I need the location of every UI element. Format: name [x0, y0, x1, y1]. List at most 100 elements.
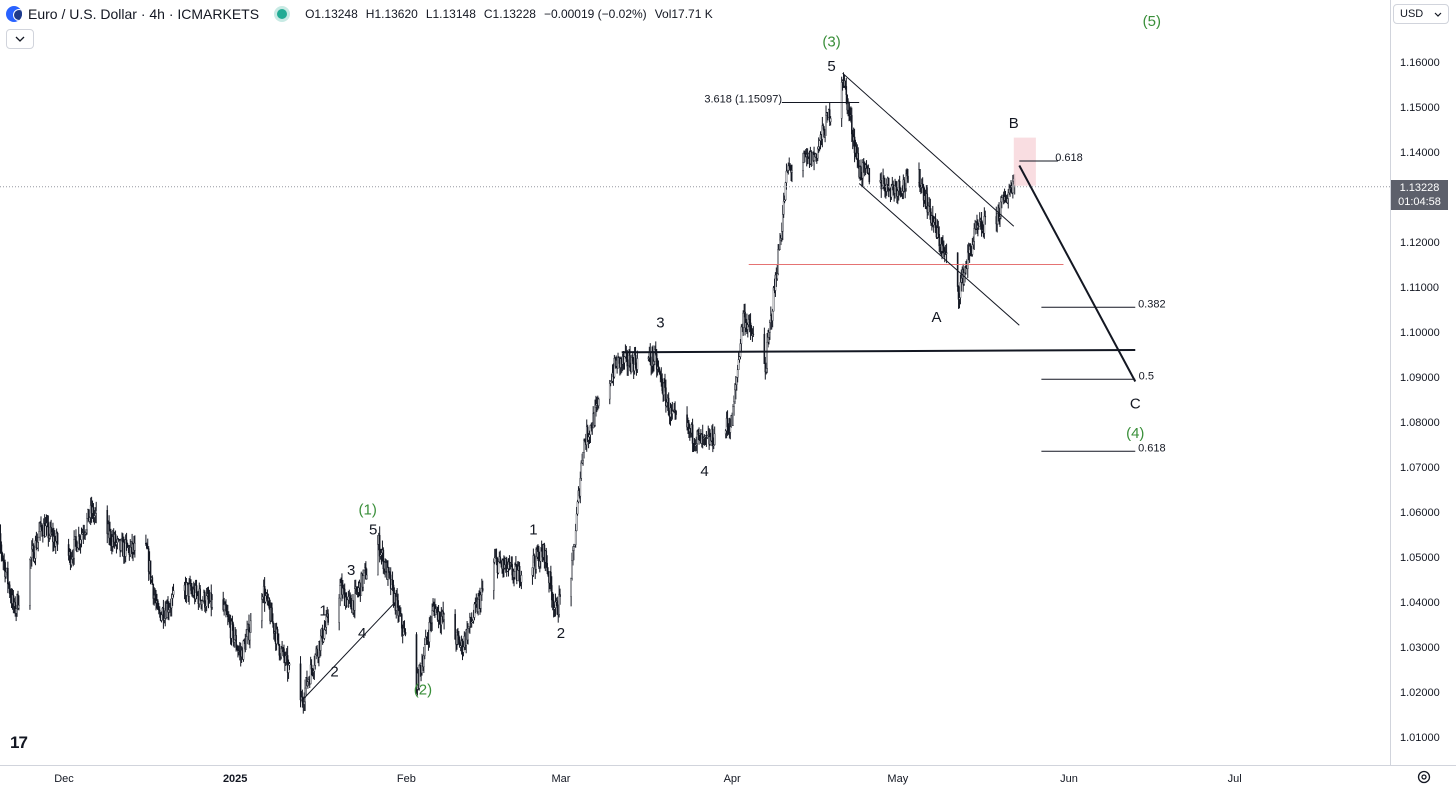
channel-upper-line[interactable] [842, 72, 1015, 227]
candle-body [388, 567, 390, 573]
price-tick-label: 1.15000 [1400, 102, 1440, 114]
candle-body [242, 640, 245, 660]
wedge-lower-line[interactable] [301, 601, 396, 702]
symbol-title[interactable]: Euro / U.S. Dollar · 4h · ICMARKETS [28, 6, 260, 22]
market-status-icon[interactable] [277, 9, 288, 19]
candle-body [459, 645, 462, 648]
candle-body [649, 352, 652, 362]
tradingview-logo[interactable]: 17 [10, 733, 28, 753]
candle-body [938, 234, 941, 247]
candle-body [458, 635, 460, 640]
candle-body [791, 170, 793, 173]
wave-c-projection[interactable] [1018, 165, 1137, 382]
wave-label: 0.618 [1055, 152, 1083, 164]
candle-body [840, 81, 843, 119]
candle-body [513, 571, 515, 578]
time-axis[interactable]: Dec 2025 Feb Mar Apr May Jun Jul [54, 773, 1241, 785]
candle-body [278, 644, 281, 656]
candle-body [617, 356, 619, 369]
candle-body [848, 103, 850, 114]
candle-body [325, 616, 328, 628]
candle-body [188, 584, 190, 597]
candle-body [767, 337, 769, 343]
candle-body [506, 568, 509, 572]
candle-body [890, 186, 893, 198]
candle-body [233, 639, 236, 643]
candle-body [211, 599, 213, 608]
gear-icon[interactable] [1415, 768, 1433, 786]
candle-body [1010, 187, 1012, 192]
candle-body [535, 549, 537, 570]
time-tick-label: Jul [1228, 773, 1242, 785]
candle-body [86, 518, 88, 531]
candle-body [307, 681, 309, 686]
candle-body [907, 175, 909, 183]
candle-body [415, 634, 418, 690]
candle-body [462, 646, 465, 653]
candle-body [443, 613, 445, 620]
volume-value: Vol17.71 K [654, 7, 713, 21]
candle-body [665, 387, 667, 407]
candle-body [54, 541, 57, 547]
candle-body [966, 251, 969, 269]
wave-label: 0.618 [1138, 442, 1166, 454]
candle-body [56, 533, 59, 545]
candle-body [969, 246, 972, 251]
open-value: O1.13248 [305, 7, 358, 21]
wave-label: 2 [330, 663, 338, 680]
candle-body [844, 80, 847, 87]
channel-lower-line[interactable] [858, 183, 1020, 326]
candle-body [163, 618, 166, 621]
candle-body [272, 621, 274, 624]
candle-body [0, 544, 3, 554]
candle-body [319, 635, 322, 651]
resistance-support-line[interactable] [621, 349, 1136, 354]
candle-body [40, 522, 42, 528]
candle-body [355, 586, 358, 592]
candle-body [883, 178, 885, 185]
candle-body [457, 632, 459, 636]
candle-body [802, 162, 804, 171]
time-tick-label: Apr [724, 773, 741, 785]
candle-body [125, 539, 128, 544]
candle-body [766, 341, 768, 369]
candle-body [531, 567, 534, 576]
candle-body [261, 596, 264, 600]
candle-body [511, 564, 514, 576]
currency-select[interactable]: USD [1393, 4, 1449, 24]
candle-body [553, 607, 556, 610]
candle-body [1000, 201, 1002, 217]
candle-body [865, 164, 868, 169]
candle-body [575, 513, 578, 531]
candle-body [899, 187, 902, 194]
candle-body [246, 629, 248, 637]
candle-body [271, 607, 273, 622]
candle-body [739, 343, 742, 357]
candle-body [223, 604, 225, 610]
candle-body [573, 544, 576, 547]
candle-body [419, 665, 421, 668]
candle-body [713, 433, 716, 445]
target-zone[interactable] [1013, 137, 1036, 186]
candle-body [168, 609, 170, 613]
candle-body [423, 655, 425, 667]
candle-body [729, 426, 732, 433]
candle-body [736, 369, 739, 378]
wave-label: 3.618 (1.15097) [704, 94, 782, 106]
candle-body [36, 542, 39, 549]
candle-body [432, 606, 434, 612]
candle-body [666, 402, 668, 407]
candle-body [740, 326, 743, 344]
candle-body [236, 647, 238, 650]
candle-body [597, 398, 600, 406]
collapse-legend-button[interactable] [6, 29, 34, 49]
candle-body [363, 569, 365, 576]
time-tick-label: Jun [1060, 773, 1078, 785]
settings-icon [1417, 770, 1431, 784]
candle-body [324, 626, 327, 630]
candle-body [277, 633, 280, 645]
candle-body [664, 382, 666, 388]
candle-body [520, 575, 523, 583]
candle-body [504, 564, 506, 569]
